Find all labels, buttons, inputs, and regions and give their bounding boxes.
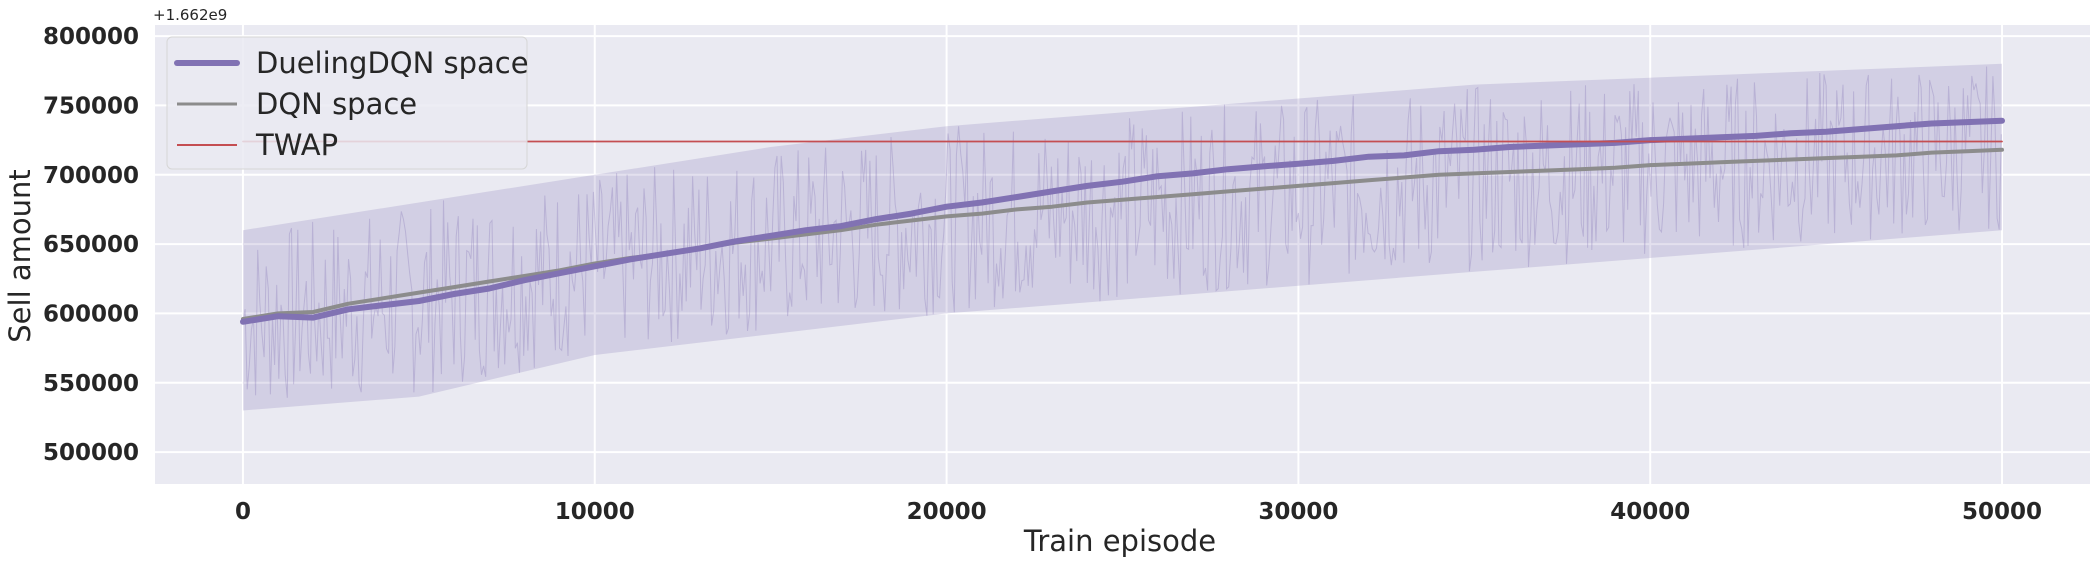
series-lines (240, 117, 2005, 325)
x-tick-label: 50000 (1962, 499, 2042, 525)
y-tick-label: 650000 (43, 232, 139, 258)
legend-box (166, 36, 528, 170)
x-axis-label: Train episode (1023, 524, 1216, 558)
x-tick-label: 10000 (555, 499, 635, 525)
series-line-duelingdqn-space (240, 117, 2005, 325)
x-tick-label: 40000 (1610, 499, 1690, 525)
x-tick-label: 30000 (1258, 499, 1338, 525)
y-tick-label: 800000 (43, 24, 139, 50)
tick-labels: 0 10000 20000 30000 40000 50000 500000 550000 60… (43, 24, 2042, 525)
y-tick-label: 550000 (43, 371, 139, 397)
y-offset-label: +1.662e9 (153, 6, 227, 24)
band-noise (242, 66, 2002, 398)
x-tick-label: 20000 (907, 499, 987, 525)
y-tick-label: 700000 (43, 163, 139, 189)
legend-label-twap: TWAP (255, 128, 338, 162)
legend-label-dqn: DQN space (256, 87, 417, 121)
y-tick-label: 500000 (43, 440, 139, 466)
y-axis-label: Sell amount (3, 169, 37, 342)
confidence-band (242, 63, 2002, 411)
legend-label-duelingdqn: DuelingDQN space (256, 46, 529, 80)
grid-lines (155, 25, 2090, 484)
legend: DuelingDQN space DQN space TWAP (166, 36, 529, 170)
series-line-dqn-space (241, 147, 2004, 321)
y-tick-label: 600000 (43, 301, 139, 327)
x-tick-label: 0 (235, 499, 251, 525)
band-area (243, 63, 2002, 411)
y-tick-label: 750000 (43, 93, 139, 119)
